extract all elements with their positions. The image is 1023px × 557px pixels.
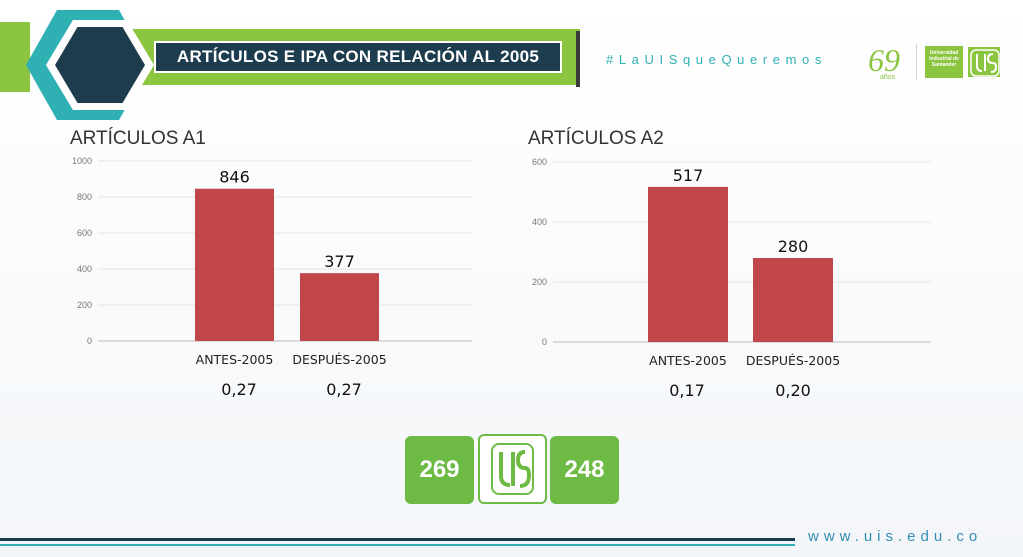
logo-separator — [916, 44, 917, 80]
chart-a1-ratio-antes: 0,27 — [221, 380, 257, 399]
chart-a1-y-tick-label: 800 — [77, 192, 92, 202]
chart-a2-y-tick-label: 600 — [532, 157, 547, 167]
chart-a1-category-label: DESPUÉS-2005 — [292, 352, 386, 367]
chart-a2-bar — [648, 186, 728, 342]
chart-a1-category-label: ANTES-2005 — [196, 352, 274, 367]
badge-left-value: 269 — [405, 436, 474, 504]
chart-a1-title: ARTÍCULOS A1 — [70, 128, 206, 149]
uis-logo-badge — [478, 434, 547, 504]
chart-a2-y-tick-label: 0 — [542, 337, 547, 347]
chart-a2-value-label: 517 — [673, 166, 704, 185]
anniversary-logo: 69 — [868, 42, 900, 78]
footer-url: www.uis.edu.co — [808, 528, 983, 545]
chart-a2-category-label: ANTES-2005 — [649, 353, 727, 368]
badge-right-value: 248 — [550, 436, 619, 504]
chart-a2-bar — [753, 258, 833, 342]
chart-a2-ratio-antes: 0,17 — [669, 381, 705, 400]
footer-line-teal — [0, 544, 795, 546]
anniversary-logo-caption: años — [880, 74, 896, 81]
uis-logo-small — [967, 46, 1001, 78]
chart-a1-bar — [195, 188, 274, 341]
chart-a2-value-label: 280 — [778, 237, 809, 256]
chart-a1-value-label: 846 — [219, 168, 250, 187]
chart-a1-y-tick-label: 400 — [77, 264, 92, 274]
footer-line-dark — [0, 538, 795, 541]
chart-a2-y-tick-label: 400 — [532, 217, 547, 227]
chart-a1-y-tick-label: 1000 — [72, 156, 92, 166]
university-name-logo: Universidad Industrial de Santander — [925, 46, 963, 78]
chart-a1-y-tick-label: 600 — [77, 228, 92, 238]
chart-a2-ratio-despues: 0,20 — [775, 381, 811, 400]
chart-a1-value-label: 377 — [324, 252, 355, 271]
page-title: ARTÍCULOS E IPA CON RELACIÓN AL 2005 — [154, 41, 562, 73]
chart-a1-y-tick-label: 200 — [77, 300, 92, 310]
chart-a1-y-tick-label: 0 — [87, 336, 92, 346]
chart-a1: 0 200 400 600 800 1000 846 ANTES-2005 377 DESPUÉS… — [72, 156, 472, 367]
header-accent-stripe — [0, 22, 30, 92]
chart-a1-bar — [300, 273, 379, 341]
chart-a2-y-tick-label: 200 — [532, 277, 547, 287]
chart-a1-ratio-despues: 0,27 — [326, 380, 362, 399]
hashtag-text: #LaUISqueQueremos — [606, 52, 827, 67]
chart-a2-category-label: DESPUÉS-2005 — [746, 353, 840, 368]
title-band-edge — [576, 31, 580, 87]
chart-a2: 0 200 400 600 517 ANTES-2005 280 DESPUÉS-2005 — [532, 157, 931, 368]
chart-a2-title: ARTÍCULOS A2 — [528, 128, 664, 149]
